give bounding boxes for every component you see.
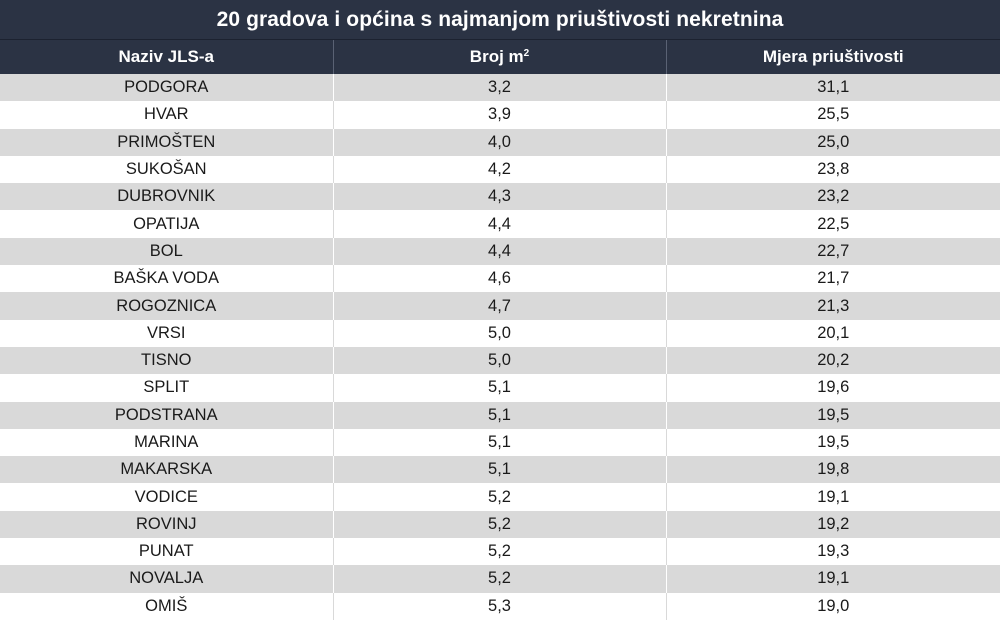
cell-area-m2: 5,2 [332, 538, 666, 566]
cell-area-m2: 3,9 [332, 101, 666, 129]
cell-city-name: PODGORA [0, 74, 333, 102]
cell-city-name: VRSI [0, 319, 333, 347]
cell-affordability: 21,7 [665, 265, 1000, 293]
cell-city-name: SPLIT [0, 374, 333, 402]
table-row: VRSI 5,0 20,1 [0, 319, 1000, 347]
cell-area-m2: 4,3 [332, 183, 666, 211]
table-row: DUBROVNIK 4,3 23,2 [0, 183, 1000, 211]
table-row: BOL 4,4 22,7 [0, 237, 1000, 266]
table-body: PODGORA 3,2 31,1 HVAR 3,9 25,5 PRIMOŠTEN 4,0 25,… [0, 74, 1000, 620]
cell-city-name: PRIMOŠTEN [0, 128, 333, 156]
cell-area-m2: 5,1 [332, 374, 666, 402]
cell-area-m2: 5,2 [332, 483, 666, 511]
cell-affordability: 20,1 [665, 319, 1000, 347]
table-row: ROVINJ 5,2 19,2 [0, 510, 1000, 539]
table-row: OPATIJA 4,4 22,5 [0, 210, 1000, 238]
cell-affordability: 19,0 [665, 592, 1000, 620]
cell-affordability: 23,8 [665, 155, 1000, 184]
table-row: BAŠKA VODA 4,6 21,7 [0, 265, 1000, 293]
table-row: PODGORA 3,2 31,1 [0, 74, 1000, 102]
cell-affordability: 19,5 [665, 428, 1000, 457]
table-row: PODSTRANA 5,1 19,5 [0, 401, 1000, 429]
cell-area-m2: 4,7 [332, 292, 666, 320]
cell-city-name: BOL [0, 237, 333, 266]
cell-area-m2: 5,0 [332, 319, 666, 347]
table-row: ROGOZNICA 4,7 21,3 [0, 292, 1000, 320]
cell-city-name: TISNO [0, 346, 333, 375]
cell-affordability: 23,2 [665, 183, 1000, 211]
cell-affordability: 25,0 [665, 128, 1000, 156]
cell-affordability: 19,3 [665, 538, 1000, 566]
cell-city-name: DUBROVNIK [0, 183, 333, 211]
header-row: Naziv JLS-a Broj m2 Mjera priuštivosti [0, 40, 1000, 74]
cell-affordability: 22,7 [665, 237, 1000, 266]
cell-city-name: OMIŠ [0, 592, 333, 620]
cell-affordability: 25,5 [665, 101, 1000, 129]
cell-affordability: 19,1 [665, 565, 1000, 593]
cell-area-m2: 5,2 [332, 565, 666, 593]
table-row: PUNAT 5,2 19,3 [0, 538, 1000, 566]
cell-area-m2: 4,0 [332, 128, 666, 156]
cell-city-name: NOVALJA [0, 565, 333, 593]
cell-affordability: 19,8 [665, 456, 1000, 484]
cell-city-name: VODICE [0, 483, 333, 511]
table-row: MAKARSKA 5,1 19,8 [0, 456, 1000, 484]
superscript: 2 [523, 48, 530, 59]
table-row: MARINA 5,1 19,5 [0, 428, 1000, 457]
cell-affordability: 19,5 [665, 401, 1000, 429]
cell-city-name: SUKOŠAN [0, 155, 333, 184]
cell-city-name: HVAR [0, 101, 333, 129]
table-row: OMIŠ 5,3 19,0 [0, 592, 1000, 620]
cell-affordability: 20,2 [665, 346, 1000, 375]
cell-affordability: 19,2 [665, 510, 1000, 539]
table-row: SUKOŠAN 4,2 23,8 [0, 155, 1000, 184]
cell-affordability: 19,6 [665, 374, 1000, 402]
table-row: PRIMOŠTEN 4,0 25,0 [0, 128, 1000, 156]
cell-city-name: MAKARSKA [0, 456, 333, 484]
cell-area-m2: 4,4 [332, 210, 666, 238]
cell-affordability: 19,1 [665, 483, 1000, 511]
cell-area-m2: 4,2 [332, 155, 666, 184]
cell-city-name: PODSTRANA [0, 401, 333, 429]
cell-city-name: ROGOZNICA [0, 292, 333, 320]
column-header-name: Naziv JLS-a [0, 40, 333, 74]
column-header-affordability: Mjera priuštivosti [665, 40, 1000, 74]
cell-area-m2: 5,0 [332, 346, 666, 375]
table-row: SPLIT 5,1 19,6 [0, 374, 1000, 402]
cell-affordability: 31,1 [665, 74, 1000, 102]
cell-area-m2: 4,4 [332, 237, 666, 266]
table-row: TISNO 5,0 20,2 [0, 346, 1000, 375]
cell-city-name: BAŠKA VODA [0, 265, 333, 293]
cell-city-name: OPATIJA [0, 210, 333, 238]
table-title: 20 gradova i općina s najmanjom priuštiv… [0, 0, 1000, 40]
cell-area-m2: 4,6 [332, 265, 666, 293]
cell-city-name: ROVINJ [0, 510, 333, 539]
column-header-area: Broj m2 [332, 40, 666, 74]
cell-area-m2: 5,1 [332, 456, 666, 484]
cell-area-m2: 5,3 [332, 592, 666, 620]
table-row: NOVALJA 5,2 19,1 [0, 565, 1000, 593]
table-row: HVAR 3,9 25,5 [0, 101, 1000, 129]
cell-area-m2: 3,2 [332, 74, 666, 102]
cell-city-name: MARINA [0, 428, 333, 457]
cell-area-m2: 5,1 [332, 428, 666, 457]
cell-area-m2: 5,2 [332, 510, 666, 539]
cell-affordability: 22,5 [665, 210, 1000, 238]
data-table: Naziv JLS-a Broj m2 Mjera priuštivosti P… [0, 40, 1000, 620]
cell-affordability: 21,3 [665, 292, 1000, 320]
table-row: VODICE 5,2 19,1 [0, 483, 1000, 511]
cell-area-m2: 5,1 [332, 401, 666, 429]
cell-city-name: PUNAT [0, 538, 333, 566]
